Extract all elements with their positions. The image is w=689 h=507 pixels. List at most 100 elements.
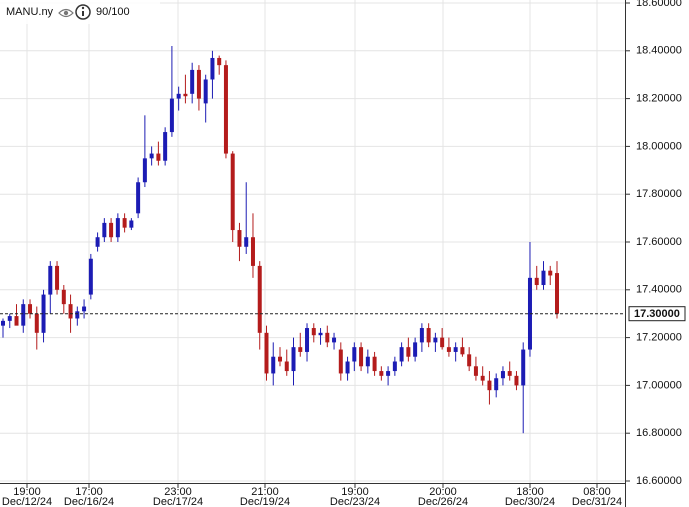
candle-body	[41, 294, 46, 333]
candle-body	[460, 347, 465, 355]
candle-body	[555, 273, 559, 314]
candle-body	[183, 93, 188, 97]
candle-body	[332, 337, 337, 343]
candle-body	[352, 347, 357, 362]
candle-body	[95, 237, 100, 247]
candle-body	[500, 371, 505, 379]
candle-body	[102, 222, 107, 238]
candle-body	[34, 313, 39, 333]
x-tick-date: Dec/16/24	[64, 496, 114, 507]
candle-body	[149, 153, 154, 159]
candle-body	[514, 375, 519, 386]
candles	[0, 46, 625, 434]
y-tick-label: 17.40000	[636, 284, 682, 296]
candle-body	[446, 347, 451, 352]
x-tick-time: 21:00	[251, 486, 279, 498]
y-tick-label: 17.80000	[636, 188, 682, 200]
candle-body	[345, 361, 350, 374]
candle-body	[163, 132, 168, 161]
candle-body	[480, 375, 485, 381]
candle-body	[325, 332, 330, 343]
candle-body	[237, 230, 242, 247]
candle-body	[548, 270, 553, 276]
candle-body	[28, 304, 33, 314]
candle-body	[55, 265, 60, 290]
candle-body	[338, 349, 343, 374]
counter: 90/100	[96, 6, 130, 18]
candle-body	[278, 356, 282, 362]
x-tick-time: 19:00	[341, 486, 369, 498]
x-tick-time: 17:00	[75, 486, 103, 498]
candle-body	[527, 277, 532, 350]
candle-body	[230, 153, 235, 231]
candle-body	[14, 316, 19, 326]
candle-body	[541, 270, 546, 286]
x-tick-time: 19:00	[13, 486, 41, 498]
candle-body	[291, 347, 296, 372]
candle-body	[440, 337, 445, 348]
y-tick-label: 17.60000	[636, 236, 682, 248]
candle-body	[406, 347, 411, 357]
last-price-label: 17.30000	[634, 308, 680, 320]
candle-body	[109, 222, 114, 238]
x-tick-time: 18:00	[516, 486, 544, 498]
candle-body	[271, 356, 276, 374]
y-tick-label: 18.20000	[636, 93, 682, 105]
candle-body	[169, 98, 174, 133]
x-tick-date: Dec/17/24	[153, 496, 203, 507]
last-price-box	[628, 306, 686, 322]
candle-body	[210, 57, 215, 80]
candle-body	[433, 337, 438, 343]
x-tick-time: 23:00	[164, 486, 192, 498]
candle-body	[284, 361, 289, 372]
y-tick-label: 18.40000	[636, 45, 682, 57]
candle-body	[129, 220, 134, 228]
candle-body	[203, 79, 208, 104]
candle-body	[142, 158, 147, 183]
candle-body	[61, 289, 66, 305]
candle-body	[507, 371, 512, 376]
candle-body	[48, 265, 53, 295]
x-tick-date: Dec/12/24	[2, 496, 52, 507]
y-tick-label: 17.20000	[636, 332, 682, 344]
candle-body	[392, 361, 397, 372]
x-tick-date: Dec/26/24	[418, 496, 468, 507]
header-bg	[0, 0, 160, 24]
candle-body	[88, 258, 93, 295]
candle-body	[372, 356, 377, 372]
x-tick-time: 20:00	[429, 486, 457, 498]
candle-body	[250, 237, 255, 266]
candle-body	[419, 328, 424, 343]
x-tick-time: 08:00	[583, 486, 611, 498]
candle-body	[122, 218, 127, 228]
candle-body	[7, 316, 12, 321]
candle-body	[264, 332, 269, 374]
candle-body	[217, 57, 222, 66]
candle-body	[244, 237, 249, 247]
x-tick-date: Dec/23/24	[330, 496, 380, 507]
candle-body	[196, 69, 201, 99]
eye-icon[interactable]	[58, 8, 74, 18]
x-tick-date: Dec/30/24	[505, 496, 555, 507]
candle-body	[494, 378, 499, 391]
y-tick-label: 18.00000	[636, 140, 682, 152]
header: MANU.ny 90/100	[0, 0, 160, 24]
x-tick-date: Dec/31/24	[572, 496, 622, 507]
candle-body	[223, 65, 228, 154]
candle-body	[467, 354, 472, 367]
candle-body	[426, 328, 431, 343]
candle-body	[473, 366, 478, 376]
candle-body	[534, 277, 539, 286]
candle-body	[413, 342, 418, 357]
candle-body	[115, 218, 120, 238]
candle-body	[68, 304, 73, 319]
candle-body	[257, 265, 262, 333]
candle-body	[75, 311, 80, 319]
y-tick-label: 16.60000	[636, 475, 682, 487]
info-icon[interactable]	[75, 4, 91, 20]
candle-body	[298, 347, 303, 352]
y-tick-label: 17.00000	[636, 379, 682, 391]
candle-body	[190, 69, 195, 94]
